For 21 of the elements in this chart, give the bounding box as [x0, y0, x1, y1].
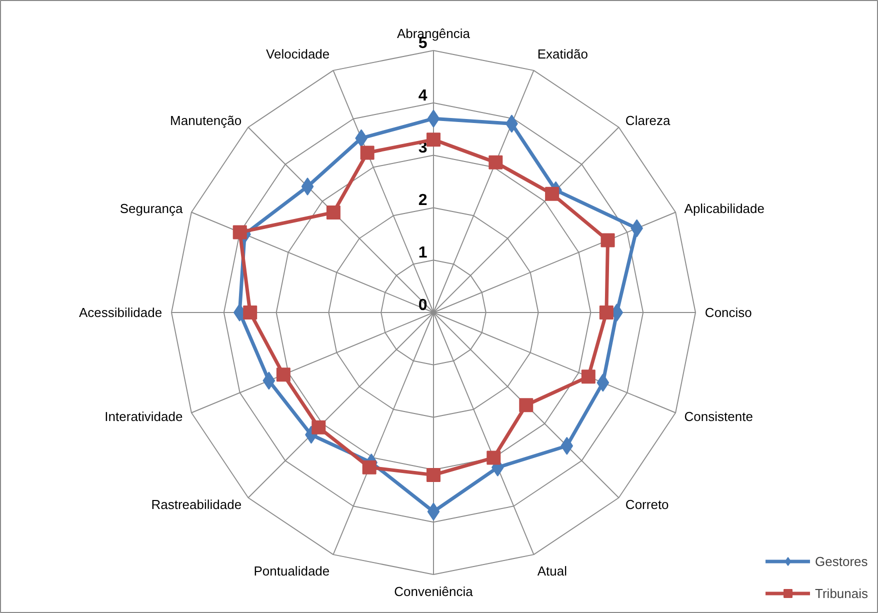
spoke-label: Aplicabilidade [684, 201, 765, 216]
spoke-label: Velocidade [266, 46, 330, 62]
spoke-label: Segurança [120, 201, 184, 216]
spoke-label: Rastreabilidade [151, 496, 242, 512]
legend-label: Gestores [815, 554, 868, 568]
spoke-label: Correto [625, 496, 669, 512]
y-tick-label: 2 [418, 192, 428, 210]
y-tick-label: 0 [418, 296, 428, 314]
y-tick-label: 4 [418, 87, 428, 104]
spoke-label: Manutenção [170, 113, 242, 128]
spoke-label: Interatividade [104, 408, 183, 424]
spoke-label: Atual [537, 563, 568, 578]
spoke-label: Exatidão [537, 46, 588, 62]
y-tick-label: 1 [418, 244, 428, 262]
spoke-label: Clareza [625, 113, 671, 128]
spoke-label: Pontualidade [254, 563, 330, 578]
spoke-label: Consistente [684, 408, 753, 424]
spoke-label: Conciso [704, 305, 752, 320]
spoke-label: Acessibilidade [78, 305, 162, 320]
spoke-label: Conveniência [394, 584, 474, 599]
legend-label: Tribunais [815, 586, 868, 600]
